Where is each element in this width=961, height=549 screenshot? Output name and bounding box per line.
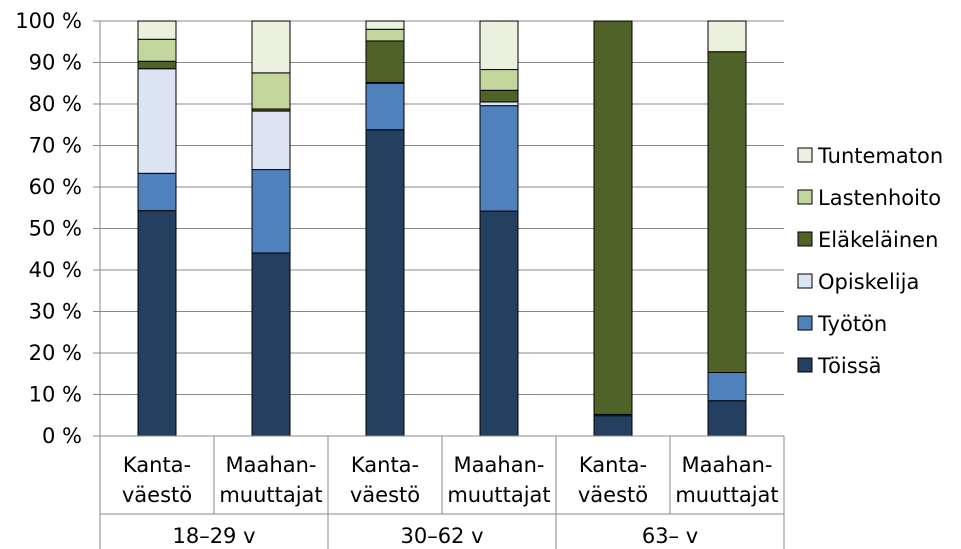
bar-segment-lastenhoito [137,38,177,62]
legend-swatch-tuntematon [797,147,813,163]
y-tick-label: 70 % [29,134,82,158]
bar-segment-työtön [251,169,291,254]
y-tick-label: 50 % [29,217,82,241]
bar-segment-opiskelija [479,101,519,107]
legend-swatch-eläkeläinen [797,231,813,247]
x-category-label: Maahan- [226,453,317,477]
bar-segment-työtön [479,105,519,212]
legend-label: Opiskelija [818,270,919,294]
legend-swatch-työtön [797,315,813,331]
bar-segment-lastenhoito [479,69,519,91]
x-category-label: Maahan- [682,453,773,477]
y-tick-label: 10 % [29,383,82,407]
x-category-label: Kanta- [123,453,191,477]
legend-label: Töissä [817,354,882,378]
legend-swatch-lastenhoito [797,189,813,205]
bar-segment-lastenhoito [365,28,405,42]
bar-segment-töissä [707,400,747,437]
legend: Tuntematon Lastenhoito Eläkeläinen Opiskeli… [797,144,943,378]
bar-segment-tuntematon [479,20,519,71]
bar-segment-työtön [707,372,747,402]
legend-label: Eläkeläinen [818,228,938,252]
y-tick-label: 40 % [29,258,82,282]
bar-segment-työtön [137,172,177,212]
bar-segment-eläkeläinen [479,89,519,103]
x-category-label: Maahan- [454,453,545,477]
bar-segment-tuntematon [365,20,405,30]
legend-swatch-töissä [797,357,813,373]
bar-segment-eläkeläinen [593,20,633,415]
bars [137,20,747,437]
x-category-label: Kanta- [579,453,647,477]
bar-segment-töissä [593,415,633,437]
gridlines [100,20,784,437]
x-category-label: väestö [122,483,192,507]
legend-swatch-opiskelija [797,273,813,289]
x-group-label: 30–62 v [400,524,483,548]
legend-label: Tuntematon [817,144,943,168]
bar-segment-opiskelija [137,68,177,174]
bar-segment-opiskelija [251,110,291,171]
x-axis: Kanta-väestö Maahan-muuttajat Kanta-väestö… [99,435,785,549]
y-tick-label: 80 % [29,92,82,116]
bar-segment-eläkeläinen [707,51,747,374]
bar-segment-lastenhoito [251,72,291,110]
x-category-label: muuttajat [219,483,322,507]
bar-segment-töissä [479,210,519,437]
y-tick-label: 30 % [29,300,82,324]
bar-segment-tuntematon [137,20,177,40]
bar-segment-töissä [251,252,291,437]
x-category-label: väestö [578,483,648,507]
x-category-label: Kanta- [351,453,419,477]
legend-label: Lastenhoito [818,186,941,210]
y-tick-label: 60 % [29,175,82,199]
bar-segment-eläkeläinen [365,40,405,83]
bar-segment-töissä [365,129,405,437]
x-category-label: muuttajat [675,483,778,507]
y-axis: 0 % 10 % 20 % 30 % 40 % 50 % 60 % 70 % 80 % 90 % 1… [15,9,101,448]
bar-segment-tuntematon [251,20,291,74]
legend-label: Työtön [817,312,887,336]
bar-segment-tuntematon [707,20,747,53]
x-group-label: 18–29 v [172,524,255,548]
x-category-label: muuttajat [447,483,550,507]
x-category-label: väestö [350,483,420,507]
y-tick-label: 100 % [15,9,82,33]
y-tick-label: 0 % [42,424,82,448]
y-tick-label: 90 % [29,51,82,75]
bar-segment-töissä [137,210,177,437]
bar-segment-työtön [365,82,405,131]
x-group-label: 63– v [642,524,698,548]
bar-segment-eläkeläinen [137,60,177,70]
y-tick-label: 20 % [29,341,82,365]
